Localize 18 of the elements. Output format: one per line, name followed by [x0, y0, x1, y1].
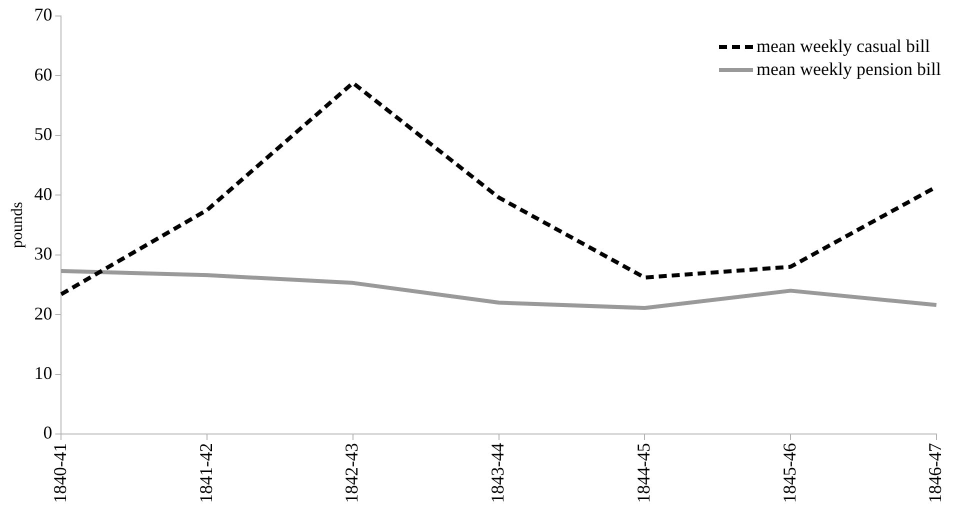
- y-tick-label: 20: [34, 303, 52, 324]
- y-tick-label: 30: [34, 244, 52, 264]
- x-tick-label: 1844-45: [633, 443, 654, 504]
- y-axis-title: pounds: [8, 202, 26, 248]
- legend-label: mean weekly casual bill: [756, 36, 930, 57]
- y-tick-label: 60: [34, 64, 52, 84]
- x-tick-label: 1843-44: [488, 443, 508, 504]
- x-tick-label: 1845-46: [779, 443, 800, 504]
- x-tick-label: 1846-47: [925, 443, 946, 504]
- y-tick-label: 10: [34, 363, 52, 384]
- x-tick-label: 1840-41: [50, 443, 70, 504]
- y-tick-label: 0: [43, 422, 52, 443]
- y-tick-label: 50: [34, 124, 52, 144]
- x-tick-label: 1842-43: [342, 443, 362, 504]
- y-tick-label: 70: [34, 4, 52, 25]
- y-tick-label: 40: [34, 184, 52, 204]
- legend-label: mean weekly pension bill: [756, 59, 941, 80]
- x-tick-label: 1841-42: [196, 443, 216, 504]
